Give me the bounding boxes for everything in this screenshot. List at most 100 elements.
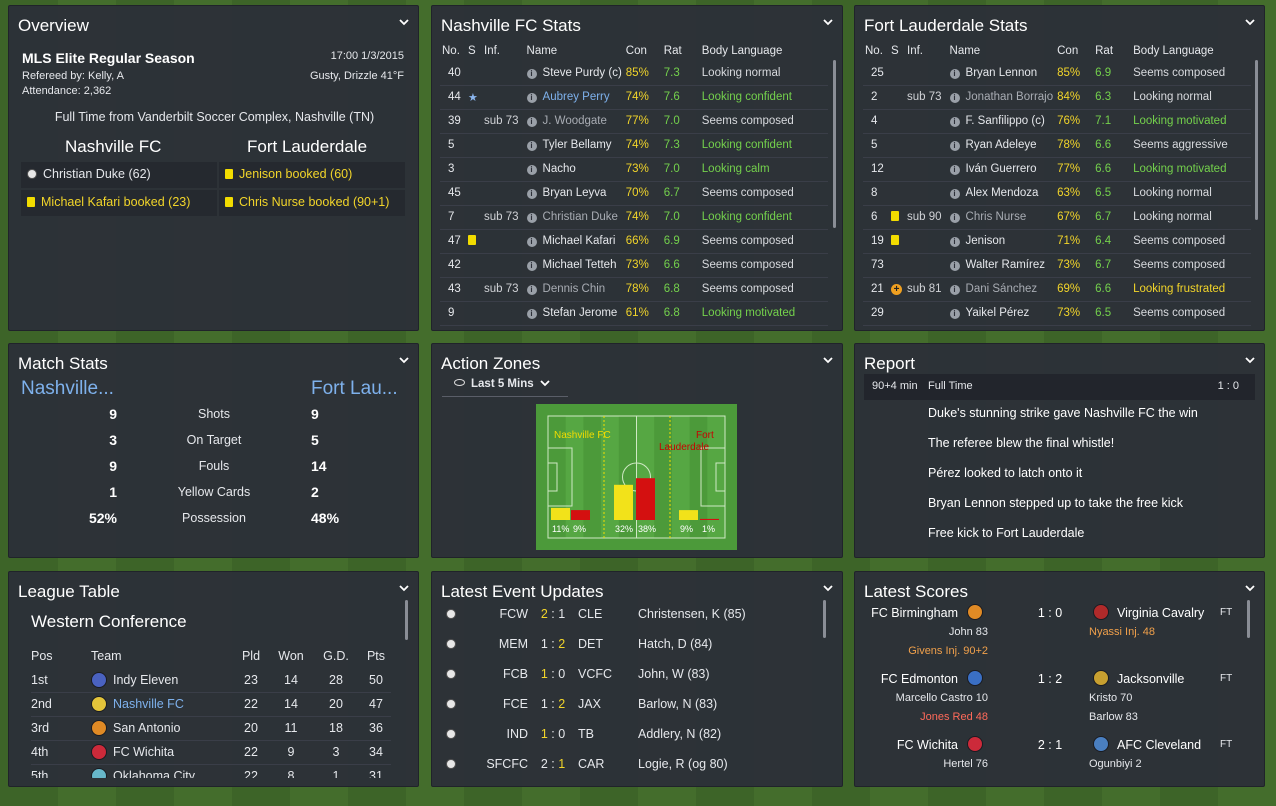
col-header-con[interactable]: Con <box>1057 45 1079 57</box>
home-team-name[interactable]: FC Birmingham <box>871 606 958 620</box>
player-row[interactable]: 9 i Stefan Jerome 61% 6.8 Looking motivated <box>440 301 828 326</box>
event-away-team[interactable]: DET <box>578 637 603 651</box>
home-team-name[interactable]: Nashville FC <box>65 137 162 156</box>
col-header-no[interactable]: No. <box>865 45 883 57</box>
col-header-no[interactable]: No. <box>442 45 460 57</box>
chevron-down-icon[interactable] <box>822 17 833 28</box>
chevron-down-icon[interactable] <box>1244 583 1255 594</box>
away-team-name[interactable]: Virginia Cavalry <box>1117 606 1205 620</box>
home-team-name[interactable]: FC Wichita <box>896 738 958 752</box>
col-header-con[interactable]: Con <box>625 45 647 57</box>
player-name[interactable]: Bryan Lennon <box>965 66 1038 79</box>
team-cell[interactable]: Oklahoma City ... <box>91 764 231 778</box>
player-row[interactable]: 43 sub 73 i Dennis Chin 78% 6.8 Seems composed <box>440 277 828 302</box>
player-row[interactable]: 44 ★ i Aubrey Perry 74% 7.6 Looking confident <box>440 85 828 110</box>
player-row[interactable]: 73 i Walter Ramírez 73% 6.7 Seems composed <box>863 253 1251 278</box>
player-name[interactable]: Christian Duke <box>542 211 618 223</box>
col-header-name[interactable]: Name <box>526 45 558 57</box>
col-header-inf[interactable]: Inf. <box>484 45 500 57</box>
info-icon[interactable]: i <box>949 68 960 79</box>
player-name[interactable]: Nacho <box>542 163 576 175</box>
player-row[interactable]: 42 i Michael Tetteh 73% 6.6 Seems composed <box>440 253 828 278</box>
player-name[interactable]: F. Sanfilippo (c) <box>965 115 1045 127</box>
away-team-name[interactable]: Jacksonville <box>1117 672 1185 686</box>
player-row[interactable]: 7 sub 73 i Christian Duke 74% 7.0 Looking conf… <box>440 205 828 230</box>
event-home-team[interactable]: FCW <box>499 607 528 621</box>
player-name[interactable]: Steve Purdy (c) <box>542 66 622 79</box>
player-name[interactable]: Michael Kafari <box>542 235 616 247</box>
info-icon[interactable]: i <box>526 93 537 103</box>
info-icon[interactable]: i <box>526 237 537 247</box>
info-icon[interactable]: i <box>526 141 537 151</box>
home-event-item[interactable]: Michael Kafari booked (23) <box>21 190 217 216</box>
team-cell[interactable]: Indy Eleven <box>91 668 231 692</box>
info-icon[interactable]: i <box>526 213 537 223</box>
info-icon[interactable]: i <box>949 117 960 127</box>
home-team-name[interactable]: FC Edmonton <box>880 672 958 686</box>
away-event-item[interactable]: Jenison booked (60) <box>219 162 405 188</box>
chevron-down-icon[interactable] <box>1244 355 1255 366</box>
scrollbar[interactable] <box>833 60 836 228</box>
info-icon[interactable]: i <box>526 189 537 199</box>
team-cell[interactable]: FC Wichita <box>91 740 231 764</box>
scrollbar[interactable] <box>1255 60 1258 220</box>
info-icon[interactable]: i <box>949 237 960 247</box>
league-row[interactable]: 2nd Nashville FC 22 14 20 47 <box>31 692 391 716</box>
col-header-rat[interactable]: Rat <box>663 45 682 57</box>
player-row[interactable]: 4 i F. Sanfilippo (c) 76% 7.1 Looking motivat… <box>863 109 1251 134</box>
player-name[interactable]: Michael Tetteh <box>542 259 617 271</box>
info-icon[interactable]: i <box>949 93 960 103</box>
team-cell[interactable]: Nashville FC <box>91 692 231 716</box>
player-row[interactable]: 21 + sub 81 i Dani Sánchez 69% 6.6 Looking frus… <box>863 277 1251 302</box>
scrollbar[interactable] <box>405 600 408 640</box>
scrollbar[interactable] <box>1247 600 1250 638</box>
info-icon[interactable]: i <box>526 68 537 79</box>
player-name[interactable]: Ryan Adeleye <box>965 139 1037 151</box>
league-col-pts[interactable]: Pts <box>366 649 386 663</box>
event-home-team[interactable]: FCE <box>503 697 528 711</box>
player-row[interactable]: 5 i Tyler Bellamy 74% 7.3 Looking confident <box>440 133 828 158</box>
away-team-name[interactable]: Fort Lauderdale <box>247 137 368 156</box>
player-row[interactable]: 8 i Alex Mendoza 63% 6.5 Looking normal <box>863 181 1251 206</box>
league-col-pos[interactable]: Pos <box>31 649 53 663</box>
event-away-team[interactable]: JAX <box>578 697 601 711</box>
player-row[interactable]: 12 i Iván Guerrero 77% 6.6 Looking motivated <box>863 157 1251 182</box>
team-name[interactable]: Indy Eleven <box>113 672 179 687</box>
league-col-team[interactable]: Team <box>91 649 122 663</box>
event-home-team[interactable]: MEM <box>498 637 528 651</box>
info-icon[interactable]: i <box>526 165 537 175</box>
player-row[interactable]: 6 sub 90 i Chris Nurse 67% 6.7 Looking normal <box>863 205 1251 230</box>
league-col-gd[interactable]: G.D. <box>323 649 349 663</box>
info-icon[interactable]: i <box>526 309 537 319</box>
event-row[interactable]: SFCFC 2 : 1 CAR Logie, R (og 80) <box>442 749 824 779</box>
player-row[interactable]: 25 i Bryan Lennon 85% 6.9 Seems composed <box>863 61 1251 86</box>
league-row[interactable]: 4th FC Wichita 22 9 3 34 <box>31 740 391 764</box>
league-row[interactable]: 1st Indy Eleven 23 14 28 50 <box>31 668 391 692</box>
player-row[interactable]: 47 i Michael Kafari 66% 6.9 Seems composed <box>440 229 828 254</box>
player-name[interactable]: Bryan Leyva <box>542 187 607 199</box>
chevron-down-icon[interactable] <box>822 583 833 594</box>
team-cell[interactable]: San Antonio <box>91 716 231 740</box>
player-name[interactable]: Stefan Jerome <box>542 307 618 319</box>
player-name[interactable]: Chris Nurse <box>965 211 1027 223</box>
chevron-down-icon[interactable] <box>398 355 409 366</box>
player-name[interactable]: Jenison <box>965 235 1006 247</box>
event-row[interactable]: IND 1 : 0 TB Addlery, N (82) <box>442 719 824 749</box>
player-row[interactable]: 3 i Nacho 73% 7.0 Looking calm <box>440 157 828 182</box>
player-name[interactable]: Tyler Bellamy <box>542 139 612 151</box>
event-away-team[interactable]: VCFC <box>578 667 613 681</box>
col-header-inf[interactable]: Inf. <box>907 45 923 57</box>
player-row[interactable]: 2 sub 73 i Jonathan Borrajo 84% 6.3 Looking no… <box>863 85 1251 110</box>
event-away-team[interactable]: CLE <box>578 607 603 621</box>
info-icon[interactable]: i <box>526 117 537 127</box>
player-name[interactable]: Yaikel Pérez <box>965 307 1030 319</box>
player-name[interactable]: Aubrey Perry <box>542 91 610 103</box>
event-row[interactable]: MEM 1 : 2 DET Hatch, D (84) <box>442 629 824 659</box>
col-header-name[interactable]: Name <box>949 45 981 57</box>
col-header-s[interactable]: S <box>891 45 899 57</box>
info-icon[interactable]: i <box>949 309 960 319</box>
info-icon[interactable]: i <box>949 213 960 223</box>
team-name[interactable]: Oklahoma City ... <box>113 769 209 778</box>
player-name[interactable]: Iván Guerrero <box>965 163 1037 175</box>
info-icon[interactable]: i <box>526 285 537 295</box>
